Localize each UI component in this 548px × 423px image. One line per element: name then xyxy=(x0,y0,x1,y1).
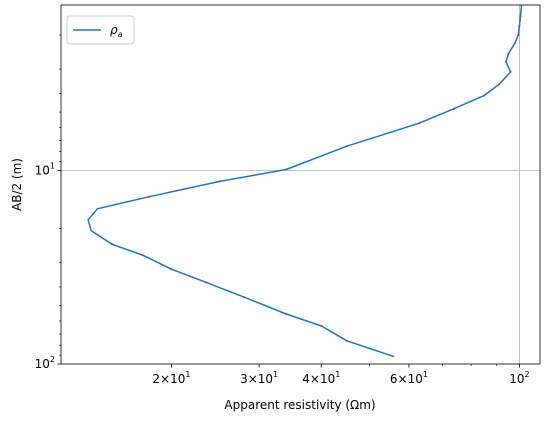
data-point xyxy=(497,83,501,86)
series-layer xyxy=(87,5,523,358)
series-line xyxy=(87,5,523,358)
x-axis: 2×101 3×101 4×101 6×101 102 xyxy=(152,364,530,386)
x-tick-label: 6×101 xyxy=(390,370,428,386)
data-point xyxy=(320,324,323,327)
x-tick-label: 4×101 xyxy=(302,370,340,386)
legend-entry-label: ρa xyxy=(110,23,123,39)
x-tick-label: 2×101 xyxy=(152,370,190,386)
data-point xyxy=(345,339,348,342)
data-point xyxy=(517,33,520,37)
x-tick-label: 102 xyxy=(509,370,529,386)
data-point xyxy=(513,41,517,45)
data-point xyxy=(285,312,288,316)
data-point xyxy=(483,94,486,97)
x-tick-label: 3×101 xyxy=(240,370,278,386)
data-point xyxy=(519,15,522,18)
data-point xyxy=(141,254,144,257)
data-point xyxy=(453,107,456,110)
plot-frame xyxy=(60,4,541,365)
data-point xyxy=(243,296,246,299)
data-point xyxy=(518,25,521,28)
data-point xyxy=(205,281,208,284)
y-tick-label: 102 xyxy=(35,355,55,371)
legend: ρa xyxy=(66,15,135,45)
data-point xyxy=(509,70,512,73)
data-point xyxy=(285,168,288,171)
data-point xyxy=(170,268,173,271)
y-axis: 101 102 xyxy=(35,34,61,371)
grid xyxy=(61,5,540,364)
data-point xyxy=(418,122,421,125)
plot-area xyxy=(61,5,540,364)
x-axis-label: Apparent resistivity (Ωm) xyxy=(224,398,375,412)
data-point xyxy=(111,243,114,246)
legend-entry-subscript: a xyxy=(118,30,123,39)
data-point xyxy=(507,52,510,55)
data-point xyxy=(504,60,508,63)
data-point xyxy=(218,180,221,183)
data-point xyxy=(147,195,150,198)
y-axis-label: AB/2 (m) xyxy=(10,158,24,211)
y-tick-label: 101 xyxy=(35,161,55,177)
data-point xyxy=(345,145,348,148)
